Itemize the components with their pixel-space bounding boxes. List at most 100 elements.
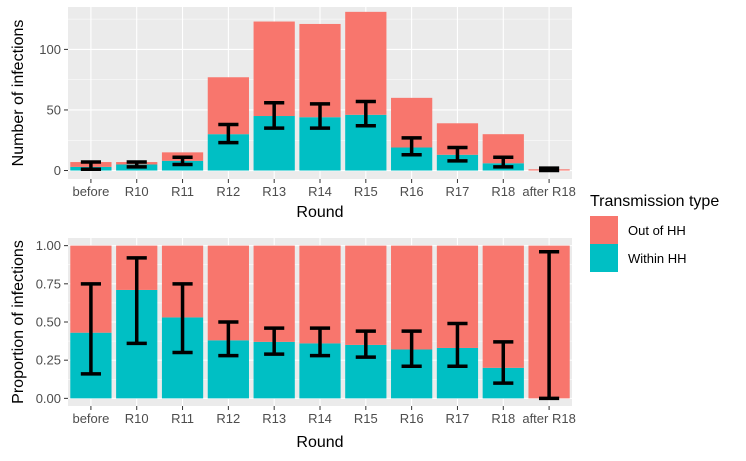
top-errorbar-r16: [401, 136, 422, 157]
bot-y-tick-label: 0.00: [36, 391, 61, 406]
top-bar-within-hh-r17: [436, 154, 479, 171]
top-x-ticks: before R10 R11 R12 R13 R14 R15 R16 R17 R18 after R…: [72, 179, 576, 199]
bot-y-tick-label: 1.00: [36, 238, 61, 253]
bot-errorbar-r12: [218, 320, 239, 358]
bottom-x-ticks: before R10 R11 R12 R13 R14 R15 R16 R17 R18 after R…: [72, 406, 576, 426]
top-errorbar-line: [539, 166, 560, 173]
top-errorbar-r12: [218, 122, 239, 145]
top-errorbar-r18: [493, 155, 514, 169]
bottom-x-axis-title: Round: [296, 434, 343, 451]
top-errorbar-before: [80, 160, 101, 172]
top-x-tick-label-r13: R13: [262, 184, 286, 199]
top-y-tick-label: 50: [47, 102, 61, 117]
bottom-y-ticks: 0.00 0.25 0.50 0.75 1.00: [36, 238, 68, 406]
top-x-tick-label-after-r18: after R18: [522, 184, 575, 199]
top-x-tick-label-r10: R10: [125, 184, 149, 199]
bot-x-tick-label-r11: R11: [171, 411, 194, 426]
top-errorbar-line: [80, 160, 101, 172]
bot-errorbar-after-r18: [539, 249, 560, 401]
bottom-errorbars: [80, 249, 560, 401]
bot-x-tick-label-r12: R12: [216, 411, 240, 426]
top-errorbar-r14: [309, 102, 331, 130]
top-errorbar-r15: [355, 99, 376, 128]
bot-errorbar-line: [401, 329, 422, 369]
top-x-tick-label-r14: R14: [308, 184, 332, 199]
legend: Transmission type Out of HH Within HH: [590, 193, 719, 272]
bot-x-tick-label-before: before: [72, 411, 109, 426]
bot-errorbar-r15: [355, 329, 376, 359]
bot-x-tick-label-r10: R10: [125, 411, 149, 426]
top-bar-out-of-hh-r13: [253, 21, 295, 117]
bot-errorbar-line: [447, 321, 468, 369]
bot-x-tick-label-after-r18: after R18: [522, 411, 575, 426]
top-errorbar-line: [126, 160, 147, 169]
bot-errorbar-r14: [309, 326, 331, 358]
top-errorbar-r17: [447, 145, 468, 163]
bot-errorbar-line: [493, 340, 514, 385]
bot-x-tick-label-r15: R15: [354, 411, 378, 426]
top-errorbar-line: [218, 122, 239, 145]
top-x-tick-label-r12: R12: [216, 184, 240, 199]
legend-swatch-within-hh: [590, 244, 618, 272]
top-bar-out-of-hh-r15: [345, 11, 387, 115]
bot-errorbar-line: [172, 282, 193, 355]
top-errorbar-line: [447, 145, 468, 163]
top-errorbar-line: [355, 99, 376, 128]
top-panel: 0 50 100 before R10 R11 R12 R13 R14 R15 R16 R17 R18…: [10, 7, 576, 221]
top-y-ticks: 0 50 100: [39, 42, 68, 178]
top-errorbar-r13: [264, 100, 285, 130]
bot-errorbar-line: [218, 320, 239, 358]
bot-bar-out-of-hh-r15: [345, 245, 387, 345]
top-x-tick-label-r17: R17: [446, 184, 470, 199]
top-errorbar-r11: [172, 155, 193, 167]
bot-errorbar-line: [309, 326, 331, 358]
top-errorbar-line: [264, 100, 285, 130]
bot-x-tick-label-r14: R14: [308, 411, 332, 426]
legend-swatch-out-of-hh: [590, 216, 618, 244]
top-x-tick-label-r16: R16: [400, 184, 424, 199]
bot-errorbar-r16: [401, 329, 422, 369]
bot-y-tick-label: 0.25: [36, 353, 61, 368]
bot-errorbar-line: [264, 326, 285, 356]
top-x-tick-label-r18: R18: [491, 184, 515, 199]
top-y-tick-label: 100: [39, 42, 61, 57]
bottom-panel: 0.00 0.25 0.50 0.75 1.00 before R10 R11 R12 R13 R…: [10, 238, 576, 451]
legend-label-out-of-hh: Out of HH: [628, 223, 686, 238]
top-x-axis-title: Round: [296, 204, 343, 221]
bot-errorbar-r11: [172, 282, 193, 355]
bot-x-tick-label-r17: R17: [446, 411, 470, 426]
top-bar-out-of-hh-r14: [299, 23, 341, 118]
bot-errorbar-before: [80, 282, 101, 376]
legend-title: Transmission type: [590, 193, 719, 210]
bot-y-tick-label: 0.75: [36, 276, 61, 291]
legend-label-within-hh: Within HH: [628, 251, 687, 266]
bot-x-tick-label-r18: R18: [491, 411, 515, 426]
top-x-tick-label-before: before: [72, 184, 109, 199]
bot-y-tick-label: 0.50: [36, 315, 61, 330]
bot-x-tick-label-r13: R13: [262, 411, 286, 426]
top-errorbar-after-r18: [539, 166, 560, 173]
bot-errorbar-r17: [447, 321, 468, 369]
bottom-bars: [70, 245, 570, 399]
bot-x-tick-label-r16: R16: [400, 411, 424, 426]
top-errorbar-line: [172, 155, 193, 167]
bot-errorbar-r18: [493, 340, 514, 385]
top-bar-within-hh-r16: [391, 147, 433, 171]
bot-bar-out-of-hh-r13: [253, 245, 295, 342]
bot-errorbar-line: [355, 329, 376, 359]
bot-errorbar-line: [126, 256, 147, 346]
top-x-tick-label-r11: R11: [171, 184, 194, 199]
top-errorbars: [80, 99, 560, 173]
bot-errorbar-line: [80, 282, 101, 376]
bot-errorbar-r13: [264, 326, 285, 356]
top-errorbar-line: [401, 136, 422, 157]
top-y-axis-title: Number of infections: [10, 20, 27, 167]
top-y-tick-label: 0: [54, 163, 61, 178]
top-x-tick-label-r15: R15: [354, 184, 378, 199]
bot-errorbar-line: [539, 249, 560, 401]
top-errorbar-r10: [126, 160, 147, 169]
bottom-y-axis-title: Proportion of infections: [10, 240, 27, 404]
bot-errorbar-r10: [126, 256, 147, 346]
top-errorbar-line: [309, 102, 331, 130]
